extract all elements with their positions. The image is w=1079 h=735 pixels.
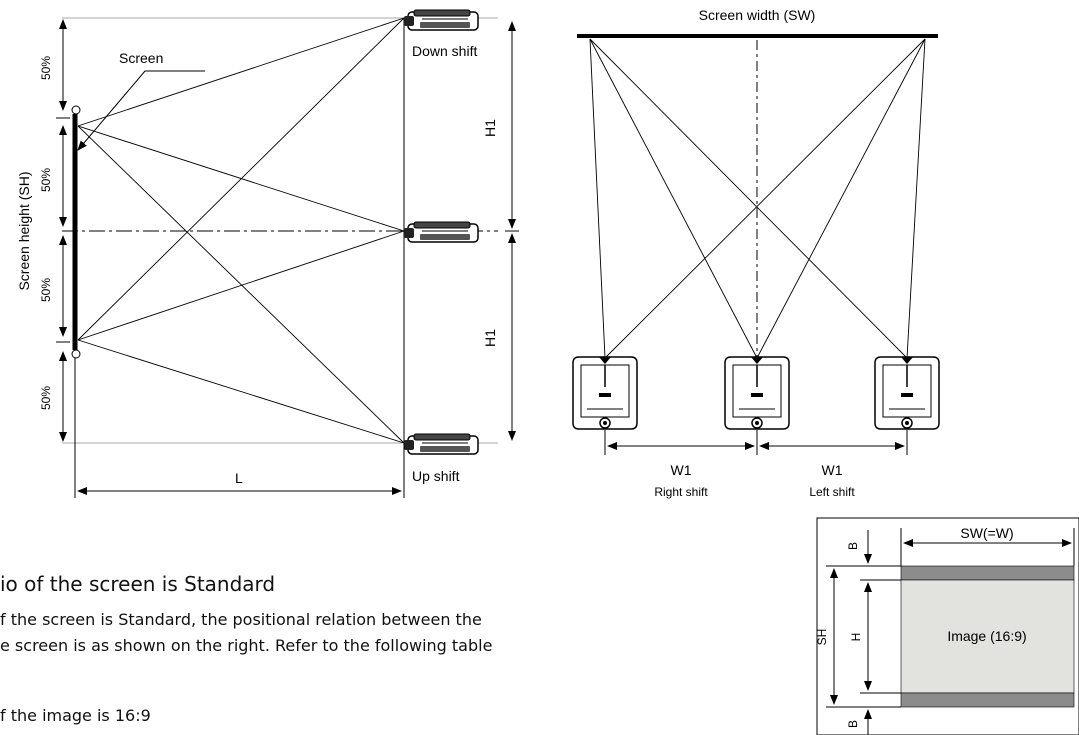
screen-label: Screen: [119, 50, 163, 66]
aspect-b-top-label: B: [846, 542, 860, 550]
image-area: [900, 579, 1075, 694]
percent-label-1: 50%: [39, 56, 53, 80]
body-line-1: f the screen is Standard, the positional…: [0, 610, 482, 629]
down-shift-label: Down shift: [412, 43, 477, 59]
percent-label-3: 50%: [39, 278, 53, 302]
projector-left-icon: [572, 356, 638, 430]
h1-top-label: H1: [482, 119, 498, 137]
side-view: [56, 9, 519, 498]
top-border-band: [900, 565, 1075, 581]
top-view: [572, 34, 940, 455]
up-shift-label: Up shift: [412, 468, 460, 484]
projector-center-icon: [403, 221, 479, 243]
aspect-sh-label: SH: [815, 629, 829, 646]
aspect-width-label: SW(=W): [960, 525, 1013, 541]
body-line-2: e screen is as shown on the right. Refer…: [0, 636, 493, 655]
section-heading: io of the screen is Standard: [0, 572, 276, 596]
right-shift-label: Right shift: [654, 485, 708, 499]
projector-up-shift-icon: [403, 433, 479, 455]
percent-label-2: 50%: [39, 168, 53, 192]
w1-right-label: W1: [822, 462, 843, 478]
w1-left-label: W1: [671, 462, 692, 478]
h1-bottom-label: H1: [482, 329, 498, 347]
distance-label: L: [235, 470, 243, 486]
screen-height-label: Screen height (SH): [16, 171, 32, 290]
projector-center-front-icon: [724, 356, 790, 430]
aspect-b-bottom-label: B: [846, 720, 860, 728]
bottom-border-band: [900, 692, 1075, 708]
image-label: Image (16:9): [947, 628, 1026, 644]
screen-width-label: Screen width (SW): [699, 7, 816, 23]
aspect-h-label: H: [849, 633, 863, 642]
percent-label-4: 50%: [39, 386, 53, 410]
projector-down-shift-icon: [403, 9, 479, 31]
left-shift-label: Left shift: [809, 485, 855, 499]
aspect-diagram: [816, 517, 1079, 735]
projector-right-icon: [874, 356, 940, 430]
body-line-3: f the image is 16:9: [0, 706, 151, 725]
